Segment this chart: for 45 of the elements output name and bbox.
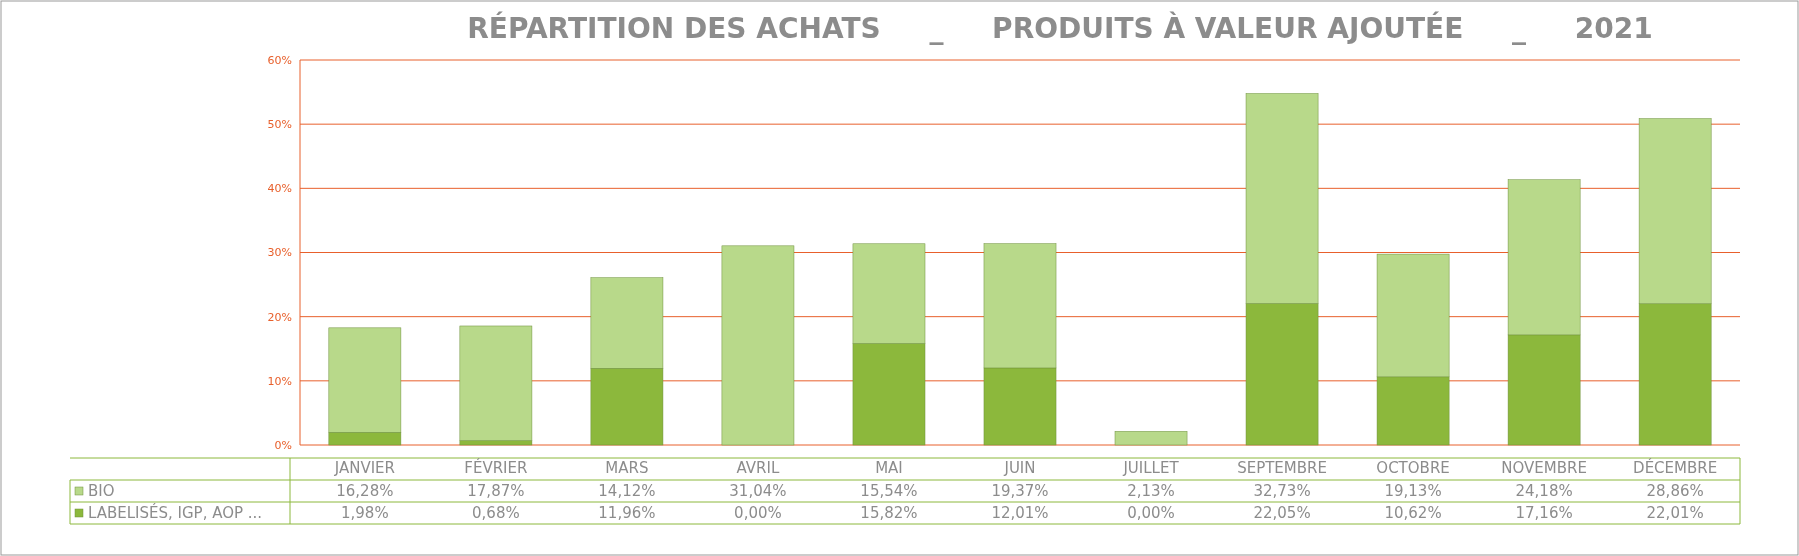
y-tick-label: 10% xyxy=(267,374,292,388)
x-tick-label: NOVEMBRE xyxy=(1501,459,1587,477)
chart-title: RÉPARTITION DES ACHATS _ PRODUITS À VALEUR AJOUTÉE _ 2021 xyxy=(467,11,1653,45)
data-label: 19,37% xyxy=(991,482,1049,500)
y-tick-label: 20% xyxy=(267,310,292,324)
bar xyxy=(721,245,795,446)
data-label: 14,12% xyxy=(598,482,656,500)
x-tick-label: OCTOBRE xyxy=(1376,459,1450,477)
data-label: 16,28% xyxy=(336,482,394,500)
y-tick-label: 50% xyxy=(267,118,292,132)
x-tick-label: MAI xyxy=(875,459,903,477)
x-tick-label: JUIN xyxy=(1003,459,1036,477)
data-label: 15,54% xyxy=(860,482,918,500)
data-label: 22,01% xyxy=(1646,504,1704,522)
data-label: 17,87% xyxy=(467,482,525,500)
data-label: 15,82% xyxy=(860,504,918,522)
x-tick-label: DÉCEMBRE xyxy=(1633,458,1718,477)
x-tick-label: MARS xyxy=(605,459,649,477)
y-tick-label: 0% xyxy=(274,438,292,452)
y-tick-label: 40% xyxy=(267,182,292,196)
data-label: 11,96% xyxy=(598,504,656,522)
bar xyxy=(1114,431,1188,446)
x-tick-label: AVRIL xyxy=(736,459,780,477)
legend-label: BIO xyxy=(88,482,115,500)
data-label: 0,68% xyxy=(472,504,520,522)
data-label: 31,04% xyxy=(729,482,787,500)
data-label: 2,13% xyxy=(1127,482,1175,500)
data-label: 1,98% xyxy=(341,504,389,522)
data-label: 32,73% xyxy=(1253,482,1311,500)
data-label: 0,00% xyxy=(734,504,782,522)
y-tick-label: 60% xyxy=(267,53,292,67)
data-label: 24,18% xyxy=(1515,482,1573,500)
data-label: 22,05% xyxy=(1253,504,1311,522)
x-tick-label: JANVIER xyxy=(333,459,395,477)
x-tick-label: FÉVRIER xyxy=(464,458,528,477)
y-tick-label: 30% xyxy=(267,246,292,260)
data-label: 12,01% xyxy=(991,504,1049,522)
data-label: 28,86% xyxy=(1646,482,1704,500)
legend-label: LABELISÉS, IGP, AOP ... xyxy=(88,503,263,522)
x-tick-label: SEPTEMBRE xyxy=(1237,459,1327,477)
data-label: 10,62% xyxy=(1384,504,1442,522)
data-label: 0,00% xyxy=(1127,504,1175,522)
data-label: 17,16% xyxy=(1515,504,1573,522)
data-label: 19,13% xyxy=(1384,482,1442,500)
x-tick-label: JUILLET xyxy=(1122,459,1180,477)
